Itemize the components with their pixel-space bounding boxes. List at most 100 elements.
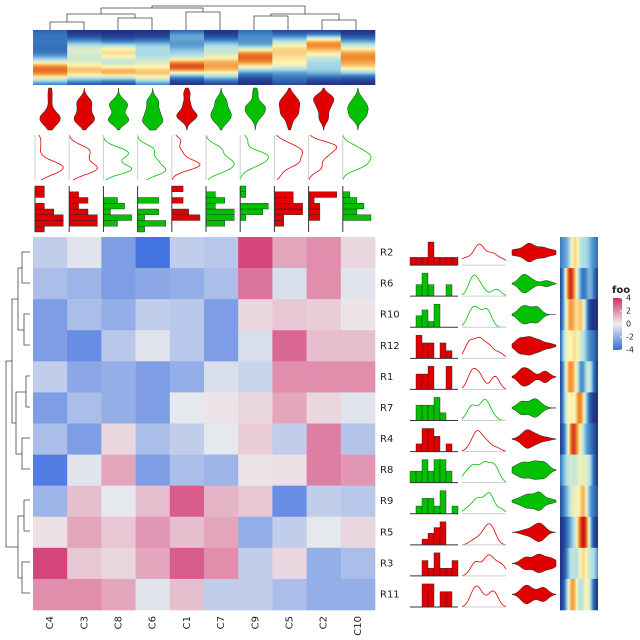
column-violin [176,87,198,131]
row-histogram [415,272,453,297]
heatmap-cell [169,454,205,486]
legend-tick-label: -4 [626,346,634,355]
heatmap-cell [272,547,307,580]
histogram-bar [427,568,435,577]
histogram-bar [439,521,447,546]
histogram-bar [445,350,453,359]
heatmap-cell [340,268,376,300]
row-violin [511,584,557,605]
heatmap-cell [238,516,273,549]
heatmap-cell [340,516,376,549]
histogram-bar [445,284,453,297]
histogram-bar [439,412,447,421]
heatmap-cell [67,423,102,455]
histogram-bar [427,498,435,514]
heatmap-cell [204,423,239,455]
heatmap-cell [306,268,342,300]
row-label: R12 [380,341,400,352]
heatmap-cell [135,330,171,362]
column-violin [278,87,301,131]
histogram-bar [239,208,263,215]
row-violin [511,367,557,387]
histogram-bar [415,284,423,297]
histogram-bar [205,203,216,210]
histogram-bar [205,208,235,215]
legend-colorbar [613,298,622,350]
heatmap-cell [272,237,307,269]
column-density-heatmap [135,30,171,85]
heatmap-cell [33,547,68,580]
row-violin [511,491,557,511]
heatmap-cell [306,361,342,393]
histogram-bar [342,214,372,221]
heatmap-cell [306,237,342,269]
heatmap-cell [340,361,376,393]
histogram-bar [308,197,315,204]
histogram-bar [274,214,284,221]
heatmap-cell [67,547,102,580]
column-density-heatmap [204,30,239,85]
heatmap-cell [306,423,342,455]
heatmap-cell [272,330,307,362]
heatmap-cell [238,268,273,300]
heatmap-cell [101,547,136,580]
column-dendrogram [49,5,357,30]
column-violin [142,87,164,131]
heatmap-cell [67,361,102,393]
column-label: C7 [216,616,227,629]
histogram-bar [137,220,167,227]
row-density-heatmap [560,454,598,486]
histogram-bar [427,342,435,359]
column-violin [244,87,266,131]
heatmap-cell [67,516,102,549]
column-density [205,134,235,181]
heatmap-cell [306,485,342,518]
heatmap-cell [169,361,205,393]
heatmap-cell [204,516,239,549]
row-histogram [415,397,447,421]
histogram-bar [137,226,145,233]
heatmap-cell [33,423,68,455]
row-density-heatmap [560,299,598,331]
heatmap-cell [101,454,136,486]
row-violin [511,242,557,263]
row-violin [511,274,557,294]
heatmap-cell [340,237,376,269]
heatmap-cell [272,392,307,424]
heatmap-cell [169,392,205,424]
row-density [461,399,507,421]
heatmap-cell [169,485,205,518]
column-density [342,134,372,181]
column-violin [313,87,335,131]
histogram-bar [274,203,303,210]
row-density [461,336,507,357]
histogram-bar [68,208,89,215]
histogram-bar [433,552,441,577]
heatmap-cell [272,299,307,331]
row-density [461,554,507,577]
heatmap-cell [33,237,68,269]
column-histogram [274,191,303,227]
histogram-bar [433,257,441,266]
heatmap-cell [340,392,376,424]
heatmap-cell [204,268,239,300]
histogram-bar [103,208,111,215]
histogram-bar [439,568,447,577]
histogram-bar [308,203,321,210]
histogram-bar [68,220,98,227]
row-label: R11 [380,589,400,600]
row-histogram [421,583,453,608]
histogram-bar [427,284,435,297]
row-density [461,367,507,390]
column-histogram [342,191,372,221]
column-density-heatmap [169,30,205,85]
heatmap-cell [169,578,205,611]
histogram-bar [427,241,435,266]
heatmap-cell [204,578,239,611]
column-label: C10 [353,616,364,636]
histogram-bar [427,583,435,608]
histogram-bar [137,208,159,215]
row-density [461,461,507,483]
histogram-bar [427,470,435,483]
histogram-bar [239,191,247,198]
